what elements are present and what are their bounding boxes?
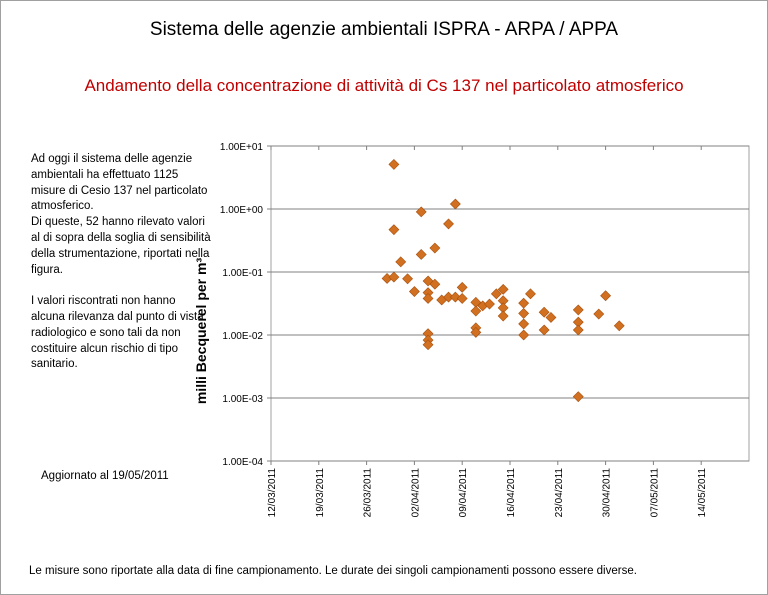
y-tick-label: 1.00E-01 bbox=[222, 268, 263, 279]
data-point bbox=[497, 310, 509, 322]
page-title: Sistema delle agenzie ambientali ISPRA -… bbox=[149, 19, 619, 40]
x-tick-label: 19/03/2011 bbox=[315, 468, 326, 518]
data-point bbox=[518, 308, 530, 319]
x-tick-label: 30/04/2011 bbox=[602, 468, 613, 518]
data-point bbox=[456, 293, 468, 304]
data-point bbox=[470, 326, 482, 338]
data-point bbox=[422, 293, 434, 304]
data-point bbox=[497, 283, 509, 295]
data-point bbox=[408, 286, 420, 297]
plot-area bbox=[270, 145, 750, 462]
y-tick-label: 1.00E-03 bbox=[222, 394, 263, 405]
data-point bbox=[388, 158, 400, 170]
data-point bbox=[545, 312, 557, 323]
data-point bbox=[429, 278, 441, 290]
data-point bbox=[572, 391, 584, 403]
data-point bbox=[449, 198, 461, 210]
data-point bbox=[600, 290, 612, 302]
data-point bbox=[422, 339, 434, 351]
data-point bbox=[613, 320, 625, 332]
data-point bbox=[525, 288, 536, 300]
x-tick-label: 23/04/2011 bbox=[554, 468, 565, 518]
data-point bbox=[456, 281, 468, 293]
data-point bbox=[415, 206, 427, 218]
chart-title: Andamento della concentrazione di attivi… bbox=[84, 76, 684, 95]
data-point bbox=[593, 308, 605, 320]
x-tick-label: 12/03/2011 bbox=[267, 468, 278, 518]
data-point bbox=[518, 297, 530, 309]
data-point bbox=[572, 324, 584, 336]
x-tick-label: 14/05/2011 bbox=[697, 468, 708, 518]
data-point bbox=[572, 304, 584, 316]
data-point bbox=[470, 305, 482, 317]
y-axis-label: milli Becquerel per m³ bbox=[193, 258, 209, 405]
x-tick-label: 26/03/2011 bbox=[363, 468, 374, 518]
description-note: Ad oggi il sistema delle agenzie ambient… bbox=[31, 153, 211, 371]
x-tick-label: 02/04/2011 bbox=[410, 468, 421, 518]
data-point bbox=[429, 242, 441, 254]
y-tick-label: 1.00E+00 bbox=[220, 205, 264, 216]
footer-note: Le misure sono riportate alla data di fi… bbox=[29, 565, 637, 577]
data-point bbox=[518, 318, 530, 330]
x-tick-label: 07/05/2011 bbox=[649, 468, 660, 518]
data-point bbox=[518, 329, 530, 341]
y-tick-label: 1.00E-04 bbox=[222, 457, 263, 468]
y-tick-label: 1.00E-02 bbox=[222, 331, 263, 342]
data-point bbox=[415, 249, 427, 260]
y-tick-label: 1.00E+01 bbox=[220, 142, 264, 153]
data-point bbox=[395, 256, 407, 268]
data-point bbox=[402, 273, 413, 285]
data-point bbox=[443, 218, 454, 230]
x-tick-label: 16/04/2011 bbox=[506, 468, 517, 518]
data-point bbox=[538, 306, 550, 318]
data-point bbox=[388, 224, 400, 236]
x-tick-label: 09/04/2011 bbox=[458, 468, 469, 518]
updated-date: Aggiornato al 19/05/2011 bbox=[41, 470, 169, 482]
data-point bbox=[538, 324, 550, 336]
data-point bbox=[388, 271, 400, 283]
data-point bbox=[449, 291, 461, 303]
data-point bbox=[490, 288, 502, 300]
data-point bbox=[484, 298, 495, 310]
